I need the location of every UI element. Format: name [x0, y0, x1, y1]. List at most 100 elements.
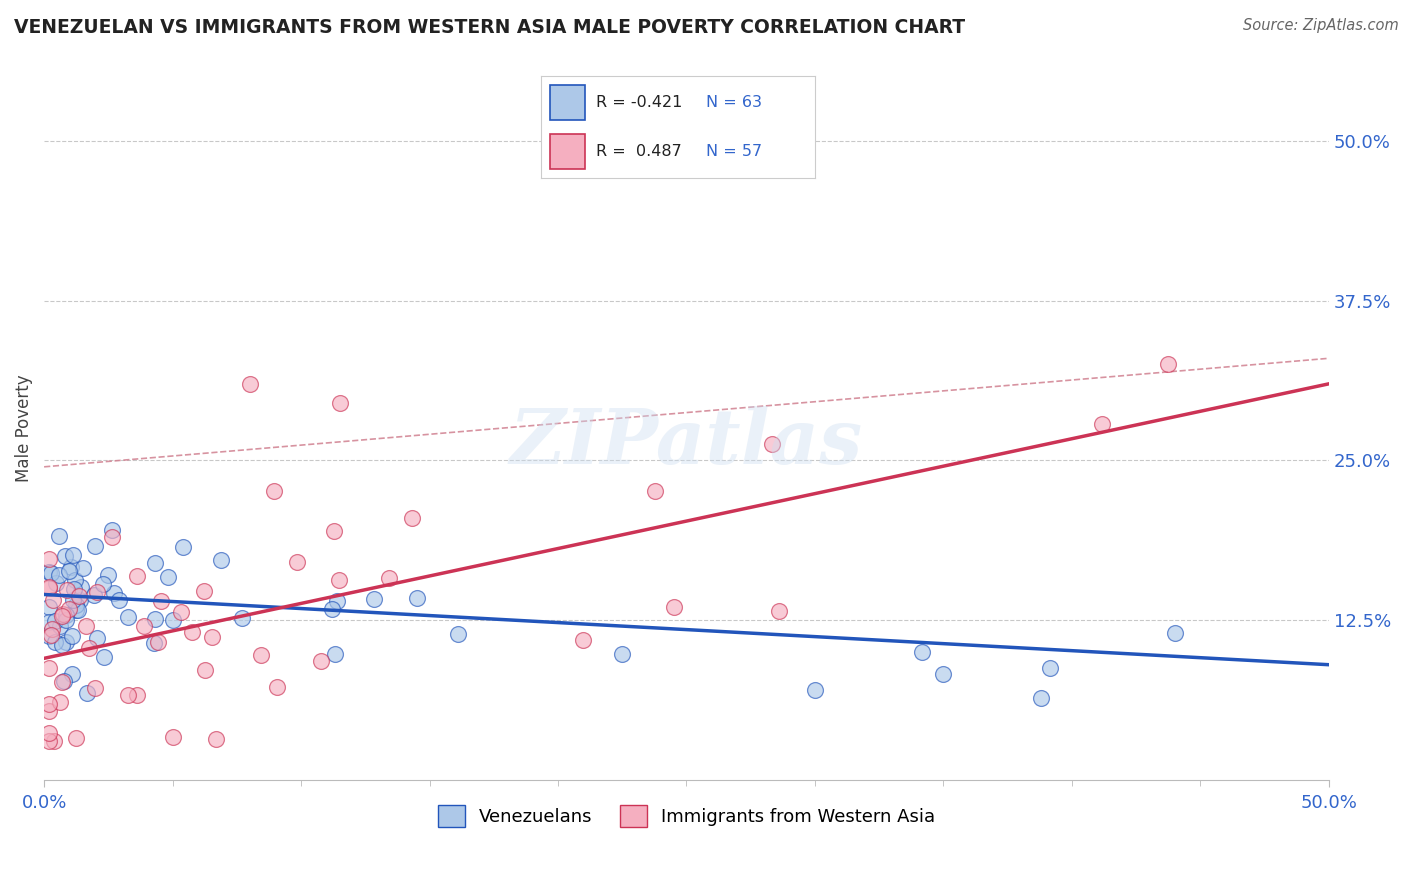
Text: Source: ZipAtlas.com: Source: ZipAtlas.com	[1243, 18, 1399, 33]
Point	[48, 568, 70, 582]
Point	[146, 634, 169, 648]
Point	[911, 645, 934, 659]
Point	[83, 588, 105, 602]
Point	[328, 573, 350, 587]
Point	[93, 650, 115, 665]
Point	[117, 610, 139, 624]
Point	[134, 619, 156, 633]
Point	[44, 635, 66, 649]
Point	[55, 613, 77, 627]
Point	[1091, 417, 1114, 431]
Point	[127, 568, 149, 582]
Text: VENEZUELAN VS IMMIGRANTS FROM WESTERN ASIA MALE POVERTY CORRELATION CHART: VENEZUELAN VS IMMIGRANTS FROM WESTERN AS…	[14, 18, 965, 37]
Point	[55, 608, 77, 623]
Point	[263, 483, 285, 498]
Point	[231, 611, 253, 625]
Point	[209, 553, 232, 567]
Point	[60, 666, 83, 681]
Point	[117, 688, 139, 702]
Text: ZIPatlas: ZIPatlas	[510, 406, 863, 480]
Point	[83, 681, 105, 695]
Point	[77, 640, 100, 655]
Text: N = 63: N = 63	[706, 95, 762, 110]
Point	[48, 695, 70, 709]
Point	[406, 591, 429, 605]
Point	[266, 681, 288, 695]
Point	[45, 575, 67, 590]
Point	[58, 602, 80, 616]
Point	[91, 577, 114, 591]
Point	[38, 734, 60, 748]
Point	[447, 626, 470, 640]
Point	[63, 582, 86, 596]
Point	[49, 619, 72, 633]
Point	[201, 630, 224, 644]
Point	[62, 593, 84, 607]
Point	[60, 629, 83, 643]
Point	[321, 602, 343, 616]
Point	[142, 635, 165, 649]
Point	[143, 612, 166, 626]
Point	[156, 570, 179, 584]
Point	[53, 549, 76, 563]
Point	[309, 654, 332, 668]
Point	[768, 604, 790, 618]
Point	[51, 609, 73, 624]
Point	[644, 484, 666, 499]
Point	[84, 539, 107, 553]
Point	[193, 583, 215, 598]
Point	[38, 551, 60, 566]
Point	[56, 582, 79, 597]
Point	[205, 732, 228, 747]
Point	[38, 600, 60, 615]
Point	[65, 573, 87, 587]
Point	[329, 396, 352, 410]
Point	[323, 524, 346, 538]
Point	[572, 632, 595, 647]
Point	[1029, 690, 1052, 705]
Point	[97, 568, 120, 582]
Point	[326, 593, 349, 607]
Point	[52, 607, 75, 622]
Point	[41, 627, 63, 641]
Y-axis label: Male Poverty: Male Poverty	[15, 375, 32, 483]
Point	[169, 605, 191, 619]
Point	[662, 599, 685, 614]
Point	[1163, 625, 1185, 640]
Point	[69, 593, 91, 607]
Point	[143, 557, 166, 571]
Point	[67, 603, 90, 617]
Point	[86, 584, 108, 599]
Text: R =  0.487: R = 0.487	[596, 145, 682, 160]
Point	[401, 510, 423, 524]
Point	[761, 437, 783, 451]
Point	[1156, 357, 1178, 371]
Point	[378, 571, 401, 585]
Point	[65, 599, 87, 613]
Point	[76, 686, 98, 700]
Point	[72, 561, 94, 575]
Point	[38, 581, 60, 595]
Point	[162, 613, 184, 627]
Point	[38, 697, 60, 711]
Point	[103, 586, 125, 600]
Point	[70, 581, 93, 595]
Point	[65, 603, 87, 617]
Point	[239, 376, 262, 391]
Point	[1039, 661, 1062, 675]
Point	[108, 593, 131, 607]
Point	[149, 594, 172, 608]
Text: N = 57: N = 57	[706, 145, 762, 160]
Point	[804, 683, 827, 698]
Point	[101, 523, 124, 537]
Point	[363, 591, 385, 606]
Point	[51, 674, 73, 689]
Point	[285, 555, 308, 569]
Point	[51, 638, 73, 652]
Point	[86, 631, 108, 645]
Point	[75, 618, 97, 632]
Point	[172, 541, 194, 555]
Point	[38, 580, 60, 594]
Point	[55, 635, 77, 649]
Point	[932, 666, 955, 681]
